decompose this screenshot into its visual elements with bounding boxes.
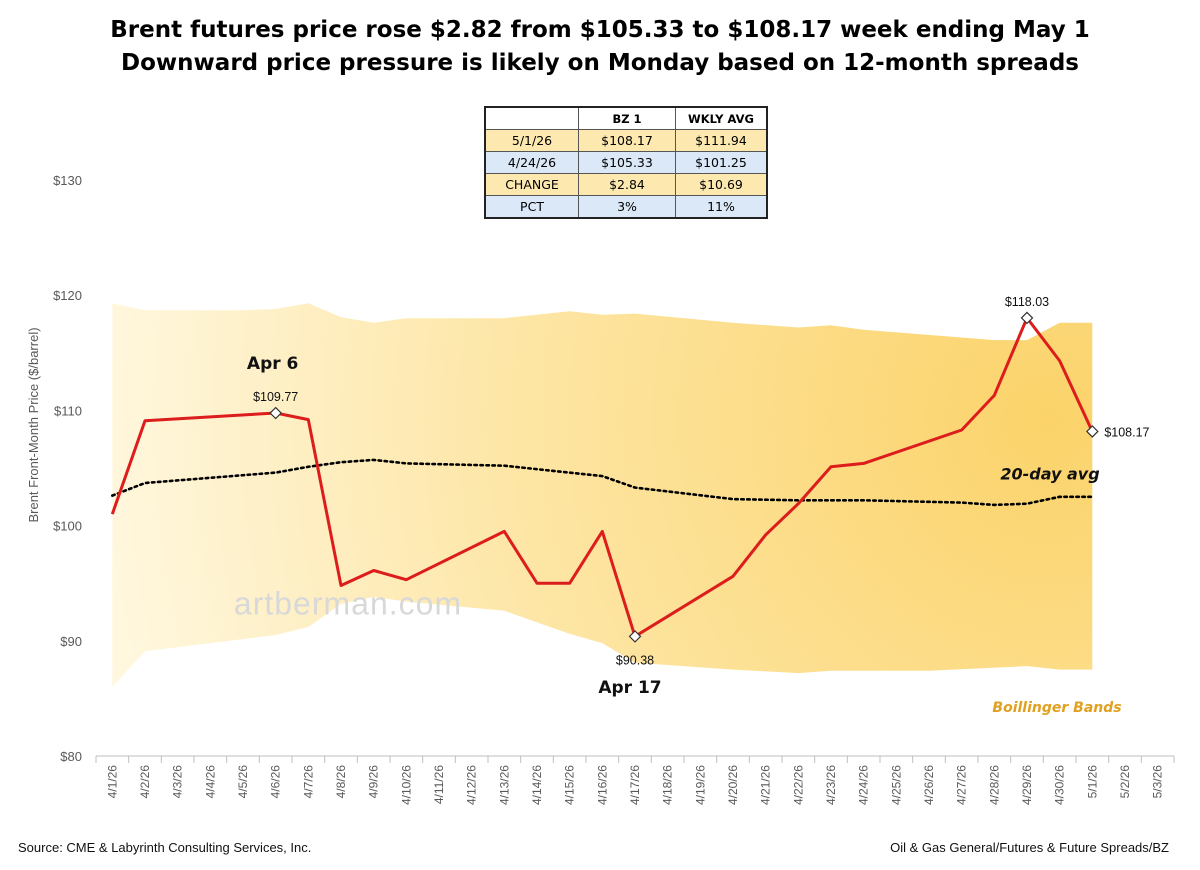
x-tick-label: 5/2/26 xyxy=(1118,765,1132,799)
y-axis-label: Brent Front-Month Price ($/barrel) xyxy=(26,327,41,522)
x-tick-label: 4/27/26 xyxy=(955,765,969,805)
x-tick-label: 4/14/26 xyxy=(530,765,544,805)
x-tick-label: 4/21/26 xyxy=(759,765,773,805)
table-header-cell: WKLY AVG xyxy=(675,106,768,130)
price-marker xyxy=(1085,425,1099,438)
table-header-cell: BZ 1 xyxy=(578,106,676,130)
y-tick-label: $90 xyxy=(60,634,82,649)
x-tick-label: 4/1/26 xyxy=(105,765,119,799)
table-row: PCT 3% 11% xyxy=(484,195,768,219)
table-cell: PCT xyxy=(484,195,579,219)
summary-table: BZ 1 WKLY AVG 5/1/26 $108.17 $111.94 4/2… xyxy=(484,106,768,219)
x-tick-label: 5/3/26 xyxy=(1151,765,1165,799)
x-tick-label: 4/11/26 xyxy=(432,765,446,804)
x-tick-label: 4/28/26 xyxy=(987,765,1001,805)
x-tick-label: 4/8/26 xyxy=(334,765,348,799)
chart-title-block: Brent futures price rose $2.82 from $105… xyxy=(0,14,1200,80)
x-tick-label: 4/19/26 xyxy=(693,765,707,805)
x-tick-label: 4/23/26 xyxy=(824,765,838,805)
x-tick-label: 4/30/26 xyxy=(1053,765,1067,805)
table-cell: 3% xyxy=(578,195,676,219)
table-cell: $111.94 xyxy=(675,129,768,152)
table-cell: $101.25 xyxy=(675,151,768,174)
table-cell: $108.17 xyxy=(578,129,676,152)
price-marker xyxy=(628,630,642,643)
x-tick-label: 4/15/26 xyxy=(563,765,577,805)
y-tick-label: $130 xyxy=(53,173,82,188)
x-tick-label: 4/26/26 xyxy=(922,765,936,805)
price-marker xyxy=(269,406,283,420)
table-cell: $105.33 xyxy=(578,151,676,174)
table-cell: $10.69 xyxy=(675,173,768,196)
x-tick-label: 4/12/26 xyxy=(465,765,479,805)
y-tick-label: $110 xyxy=(54,403,82,418)
marker-value-label: $109.77 xyxy=(253,390,298,404)
y-tick-label: $120 xyxy=(53,288,82,303)
chart-title: Brent futures price rose $2.82 from $105… xyxy=(110,17,1090,43)
bollinger-band xyxy=(112,303,1093,687)
marker-value-label: $118.03 xyxy=(1005,295,1049,309)
annotation-apr6: Apr 6 xyxy=(247,354,298,374)
table-row: CHANGE $2.84 $10.69 xyxy=(484,173,768,196)
annotation-bollinger-bands: Boillinger Bands xyxy=(992,700,1121,716)
table-cell: 5/1/26 xyxy=(484,129,579,152)
x-tick-label: 5/1/26 xyxy=(1085,765,1099,799)
table-row: 5/1/26 $108.17 $111.94 xyxy=(484,129,768,152)
x-tick-label: 4/2/26 xyxy=(138,765,152,799)
x-tick-label: 4/29/26 xyxy=(1020,765,1034,805)
x-tick-label: 4/5/26 xyxy=(236,765,250,799)
x-tick-label: 4/7/26 xyxy=(301,765,315,799)
table-cell: 11% xyxy=(675,195,768,219)
x-tick-label: 4/9/26 xyxy=(367,765,381,799)
category-note: Oil & Gas General/Futures & Future Sprea… xyxy=(890,840,1169,855)
x-tick-label: 4/13/26 xyxy=(497,765,511,805)
x-tick-label: 4/17/26 xyxy=(628,765,642,805)
price-line xyxy=(110,316,1094,638)
x-tick-label: 4/20/26 xyxy=(726,765,740,805)
chart-subtitle: Downward price pressure is likely on Mon… xyxy=(121,50,1079,76)
x-tick-label: 4/18/26 xyxy=(661,765,675,805)
marker-value-label: $90.38 xyxy=(616,653,654,667)
source-note: Source: CME & Labyrinth Consulting Servi… xyxy=(18,840,312,855)
x-tick-label: 4/25/26 xyxy=(889,765,903,805)
watermark: artberman.com xyxy=(234,585,462,621)
x-tick-label: 4/10/26 xyxy=(399,765,413,805)
marker-value-label: $108.17 xyxy=(1104,425,1149,439)
x-tick-label: 4/4/26 xyxy=(203,765,217,799)
table-header-row: BZ 1 WKLY AVG xyxy=(484,106,768,130)
table-cell: $2.84 xyxy=(578,173,676,196)
y-tick-label: $100 xyxy=(53,519,82,534)
y-tick-label: $80 xyxy=(60,749,82,764)
table-row: 4/24/26 $105.33 $101.25 xyxy=(484,151,768,174)
x-tick-label: 4/22/26 xyxy=(791,765,805,805)
annotation-apr17: Apr 17 xyxy=(598,678,661,698)
avg-20day-line xyxy=(111,458,1094,507)
table-header-cell xyxy=(484,106,579,130)
annotation-20day-avg: 20-day avg xyxy=(1000,465,1099,484)
x-tick-label: 4/6/26 xyxy=(269,765,283,799)
x-tick-label: 4/3/26 xyxy=(171,765,185,799)
x-tick-label: 4/24/26 xyxy=(857,765,871,805)
table-cell: 4/24/26 xyxy=(484,151,579,174)
x-tick-label: 4/16/26 xyxy=(595,765,609,805)
table-cell: CHANGE xyxy=(484,173,579,196)
price-marker xyxy=(1020,311,1034,325)
